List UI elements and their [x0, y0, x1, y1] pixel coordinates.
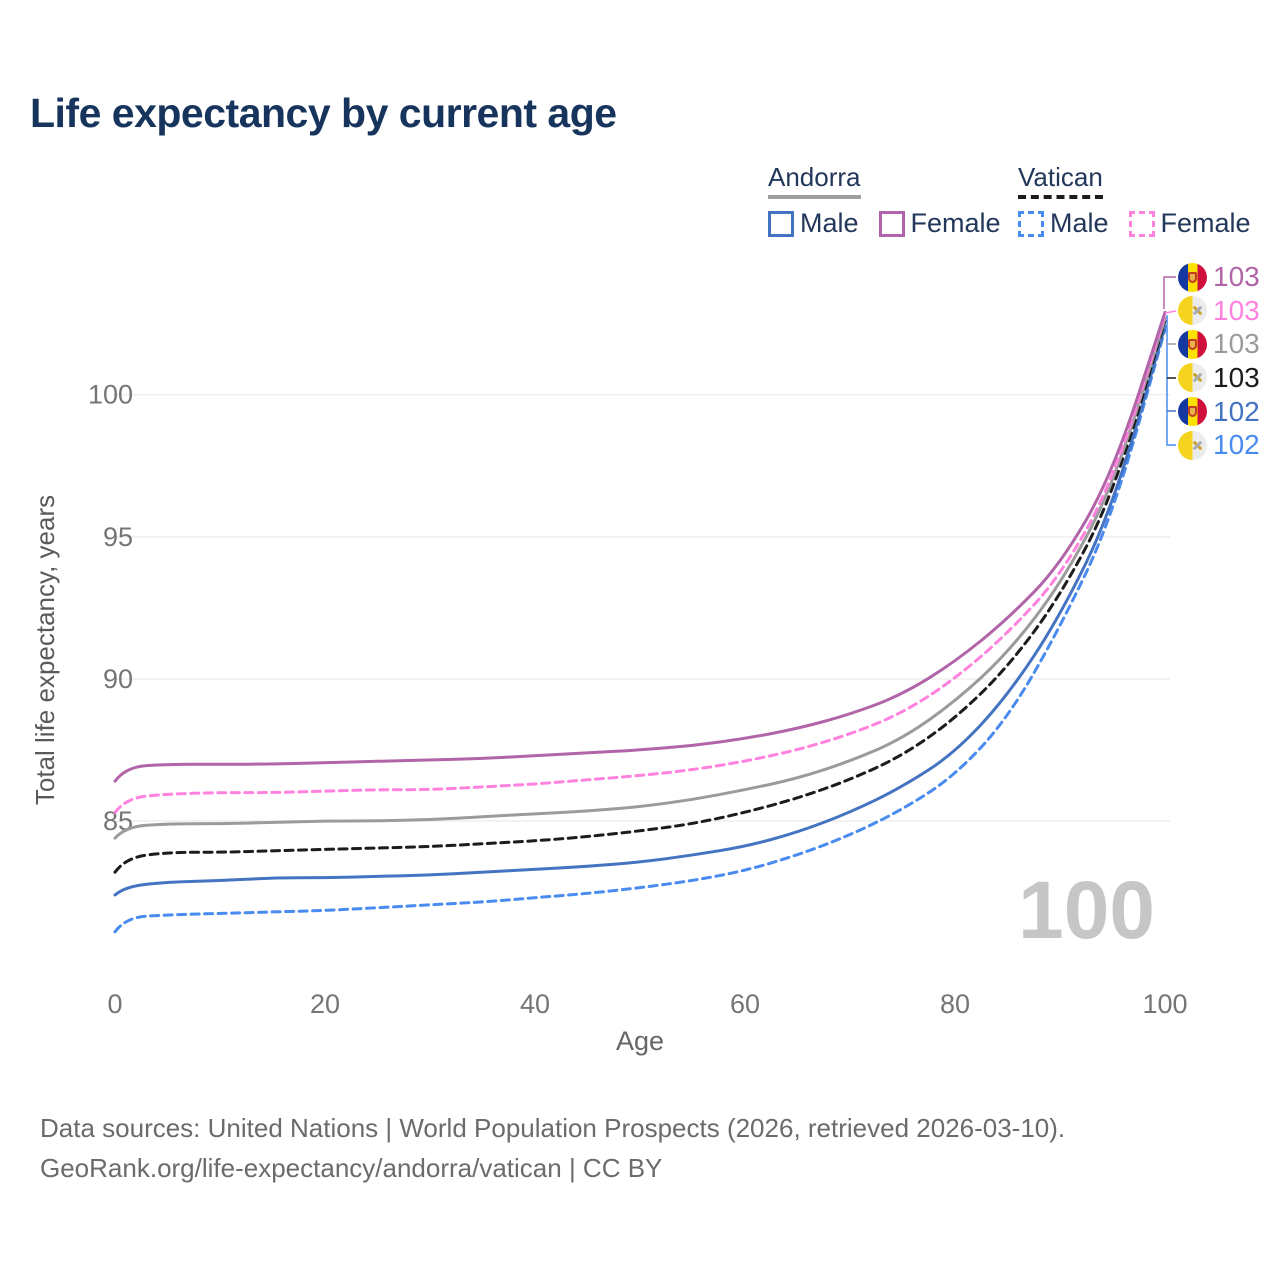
leader-line-1	[1164, 310, 1177, 314]
andorra-flag-icon	[1178, 397, 1207, 427]
end-label-row-andorra-male: 102	[1178, 395, 1260, 427]
legend-country-vatican: Vatican	[1018, 162, 1103, 199]
vatican-flag-icon	[1178, 296, 1207, 326]
legend-label-vatican-female: Female	[1160, 208, 1251, 238]
footer-link: GeoRank.org/life-expectancy/andorra/vati…	[40, 1153, 663, 1183]
legend-swatch-andorra-male[interactable]	[768, 210, 794, 237]
line-vatican-male	[113, 327, 1167, 934]
legend-group-andorra: Andorra Male Female	[768, 162, 1021, 239]
vatican-flag-icon	[1178, 363, 1207, 393]
end-label-row-vatican-female: 103	[1178, 294, 1260, 326]
x-axis-title: Age	[615, 1026, 665, 1056]
leader-line-0	[1163, 276, 1176, 309]
y-tick-label-100: 100	[88, 380, 133, 410]
line-andorra-all	[113, 316, 1167, 840]
line-andorra-female	[113, 310, 1167, 783]
andorra-crest	[1188, 338, 1197, 350]
legend-label-andorra-male: Male	[800, 208, 859, 238]
y-tick-label-90: 90	[103, 664, 133, 694]
end-label-row-andorra-female: 103	[1178, 261, 1260, 292]
andorra-flag-icon	[1178, 329, 1207, 359]
end-value-vatican-male: 102	[1213, 429, 1260, 461]
footer: Data sources: United Nations | World Pop…	[40, 1108, 1065, 1188]
legend-swatch-andorra-female[interactable]	[878, 210, 905, 237]
x-tick-label-80: 80	[940, 989, 970, 1019]
line-vatican-female	[113, 313, 1167, 814]
legend-label-andorra-female: Female	[910, 208, 1001, 238]
andorra-crest	[1188, 271, 1197, 283]
x-tick-label-20: 20	[310, 989, 340, 1019]
leader-line-2	[1166, 315, 1176, 446]
legend-swatch-vatican-female[interactable]	[1128, 210, 1155, 237]
line-andorra-male	[113, 325, 1167, 897]
legend-country-andorra: Andorra	[768, 162, 861, 199]
end-label-row-andorra-all: 103	[1178, 328, 1260, 360]
end-value-andorra-all: 103	[1213, 328, 1260, 360]
y-axis-title: Total life expectancy, years	[30, 494, 60, 806]
y-tick-label-95: 95	[103, 522, 133, 552]
end-label-row-vatican-all: 103	[1178, 361, 1260, 393]
x-tick-label-40: 40	[520, 989, 550, 1019]
end-value-andorra-female: 103	[1213, 261, 1260, 292]
line-vatican-all	[113, 319, 1167, 874]
andorra-crest	[1188, 406, 1197, 418]
legend-swatch-vatican-male[interactable]	[1018, 210, 1044, 237]
footer-sources: Data sources: United Nations | World Pop…	[40, 1113, 1066, 1143]
x-tick-label-60: 60	[730, 989, 760, 1019]
page-title: Life expectancy by current age	[30, 90, 617, 136]
vatican-flag-icon	[1178, 430, 1207, 460]
x-tick-label-100: 100	[1142, 989, 1187, 1019]
age-indicator-watermark: 100	[1018, 865, 1155, 956]
legend-group-vatican: Vatican Male Female	[1018, 162, 1271, 239]
end-value-vatican-all: 103	[1213, 361, 1260, 393]
end-value-andorra-male: 102	[1213, 395, 1260, 427]
end-label-row-vatican-male: 102	[1178, 429, 1260, 461]
end-value-vatican-female: 103	[1213, 294, 1260, 326]
andorra-flag-icon	[1178, 262, 1207, 292]
x-tick-label-0: 0	[107, 989, 122, 1019]
legend-label-vatican-male: Male	[1050, 208, 1109, 238]
